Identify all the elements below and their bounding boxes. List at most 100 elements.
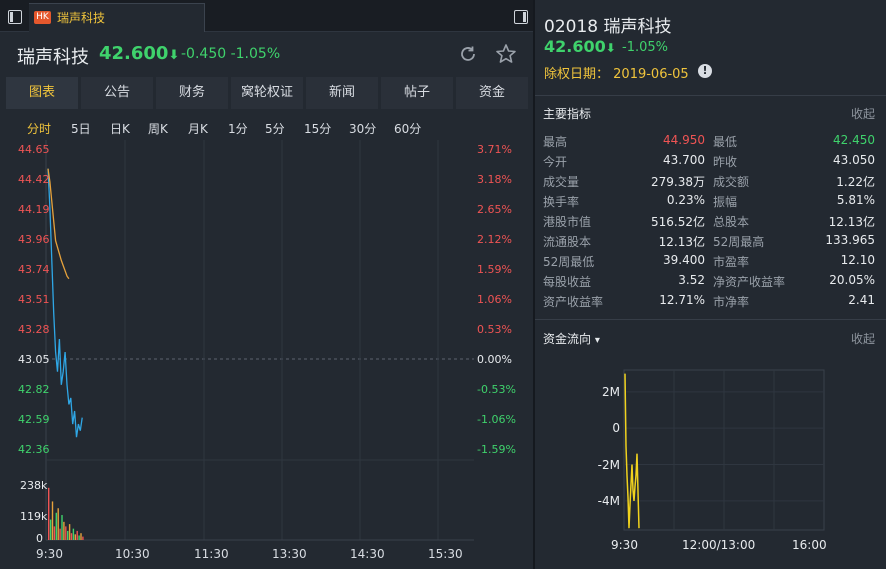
volume-bar bbox=[74, 534, 76, 540]
metric-value: 12.71% bbox=[659, 293, 705, 307]
metric-label: 资产收益率 bbox=[543, 295, 604, 309]
metrics-title: 主要指标 bbox=[543, 107, 592, 121]
volume-bar bbox=[63, 521, 65, 540]
volume-bar bbox=[67, 530, 69, 540]
volume-bar bbox=[57, 508, 59, 540]
ex-dividend-date: 除权日期： 2019-06-05 bbox=[544, 67, 689, 82]
metric-value: 12.13亿 bbox=[658, 235, 705, 249]
panel-divider[interactable] bbox=[533, 0, 535, 569]
price-tick-label: 43.74 bbox=[18, 263, 50, 276]
tab-financials[interactable]: 财务 bbox=[156, 77, 228, 109]
percent-tick-label: 2.65% bbox=[477, 203, 512, 216]
nav-tabs: 图表 公告 财务 窝轮权证 新闻 帖子 资金 bbox=[6, 77, 528, 109]
price-tick-label: 44.42 bbox=[18, 173, 50, 186]
price-tick-label: 44.65 bbox=[18, 143, 50, 156]
period-5min[interactable]: 5分 bbox=[265, 122, 285, 136]
volume-bar bbox=[76, 530, 78, 540]
time-tick-label: 14:30 bbox=[350, 547, 385, 561]
metric-value: 12.13亿 bbox=[828, 215, 875, 229]
intraday-chart bbox=[45, 140, 474, 541]
metric-value: 2.41 bbox=[848, 293, 875, 307]
time-tick-label: 9:30 bbox=[36, 547, 63, 561]
tab-capital[interactable]: 资金 bbox=[456, 77, 528, 109]
metric-label: 成交量 bbox=[543, 175, 580, 189]
metric-label: 昨收 bbox=[713, 155, 738, 169]
price-tick-label: 43.51 bbox=[18, 293, 50, 306]
volume-tick-label: 238k bbox=[20, 479, 48, 492]
metric-value: 279.38万 bbox=[651, 175, 705, 189]
metric-label: 净资产收益率 bbox=[713, 275, 786, 289]
capital-flow-chart bbox=[623, 369, 825, 531]
metric-label: 港股市值 bbox=[543, 215, 592, 229]
percent-tick-label: 0.00% bbox=[477, 353, 512, 366]
metric-value: 43.700 bbox=[663, 153, 705, 167]
metric-label: 52周最低 bbox=[543, 255, 595, 269]
toggle-left-panel-icon[interactable] bbox=[8, 10, 22, 24]
metric-label: 52周最高 bbox=[713, 235, 765, 249]
price-tick-label: 43.96 bbox=[18, 233, 50, 246]
volume-bar bbox=[55, 512, 57, 540]
separator bbox=[535, 319, 886, 320]
metric-label: 流通股本 bbox=[543, 235, 592, 249]
stock-name: 瑞声科技 bbox=[17, 47, 89, 68]
period-60min[interactable]: 60分 bbox=[394, 122, 422, 136]
volume-bar bbox=[61, 515, 63, 540]
price-tick-label: 42.82 bbox=[18, 383, 50, 396]
period-5day[interactable]: 5日 bbox=[71, 122, 91, 136]
volume-tick-label: 0 bbox=[36, 532, 43, 545]
volume-bar bbox=[48, 487, 50, 540]
volume-bar bbox=[78, 535, 80, 540]
volume-tick-label: 119k bbox=[20, 510, 48, 523]
flow-tick-label: -4M bbox=[597, 493, 620, 508]
metric-label: 振幅 bbox=[713, 195, 738, 209]
star-favorite-icon[interactable] bbox=[495, 43, 517, 65]
volume-bar bbox=[53, 526, 56, 540]
period-daily-k[interactable]: 日K bbox=[110, 122, 130, 136]
percent-tick-label: 1.06% bbox=[477, 293, 512, 306]
metric-value: 0.23% bbox=[666, 193, 705, 207]
capital-flow-dropdown[interactable]: 资金流向 ▾ bbox=[543, 332, 600, 346]
metrics-collapse-button[interactable]: 收起 bbox=[850, 107, 875, 121]
period-weekly-k[interactable]: 周K bbox=[148, 122, 168, 136]
metric-value: 1.22亿 bbox=[836, 175, 875, 189]
tab-warrants[interactable]: 窝轮权证 bbox=[231, 77, 303, 109]
metric-value: 39.400 bbox=[663, 253, 705, 267]
refresh-icon[interactable] bbox=[458, 44, 478, 64]
period-15min[interactable]: 15分 bbox=[304, 122, 332, 136]
tab-news[interactable]: 新闻 bbox=[306, 77, 378, 109]
metric-value: 42.450 bbox=[833, 133, 875, 147]
percent-tick-label: -0.53% bbox=[477, 383, 516, 396]
percent-tick-label: 0.53% bbox=[477, 323, 512, 336]
metric-label: 最高 bbox=[543, 135, 568, 149]
period-monthly-k[interactable]: 月K bbox=[188, 122, 208, 136]
tab-announcements[interactable]: 公告 bbox=[81, 77, 153, 109]
flow-collapse-button[interactable]: 收起 bbox=[850, 332, 875, 346]
period-30min[interactable]: 30分 bbox=[349, 122, 377, 136]
metric-label: 市盈率 bbox=[713, 255, 750, 269]
volume-bar bbox=[70, 533, 73, 540]
flow-tick-label: -2M bbox=[597, 457, 620, 472]
stock-price: 42.600⬇ bbox=[99, 43, 180, 64]
percent-tick-label: 2.12% bbox=[477, 233, 512, 246]
flow-tick-label: 2M bbox=[602, 384, 620, 399]
metric-label: 总股本 bbox=[713, 215, 750, 229]
detail-panel: 02018 瑞声科技 42.600⬇ -1.05% 除权日期： 2019-06-… bbox=[535, 0, 886, 569]
info-icon[interactable]: ! bbox=[698, 64, 712, 78]
toggle-right-panel-icon[interactable] bbox=[514, 10, 528, 24]
metric-label: 今开 bbox=[543, 155, 568, 169]
tab-posts[interactable]: 帖子 bbox=[381, 77, 453, 109]
flow-time-label: 12:00/13:00 bbox=[682, 538, 756, 552]
stock-tab[interactable]: HK 瑞声科技 bbox=[29, 3, 205, 32]
volume-bar bbox=[82, 536, 84, 540]
volume-bar bbox=[51, 501, 54, 540]
percent-tick-label: 3.18% bbox=[477, 173, 512, 186]
period-1min[interactable]: 1分 bbox=[228, 122, 248, 136]
price-tick-label: 43.05 bbox=[18, 353, 50, 366]
period-intraday[interactable]: 分时 bbox=[27, 122, 52, 136]
volume-bar bbox=[65, 526, 67, 540]
percent-tick-label: -1.59% bbox=[477, 443, 516, 456]
metric-value: 20.05% bbox=[829, 273, 875, 287]
tab-chart[interactable]: 图表 bbox=[6, 77, 78, 109]
metric-label: 成交额 bbox=[713, 175, 750, 189]
